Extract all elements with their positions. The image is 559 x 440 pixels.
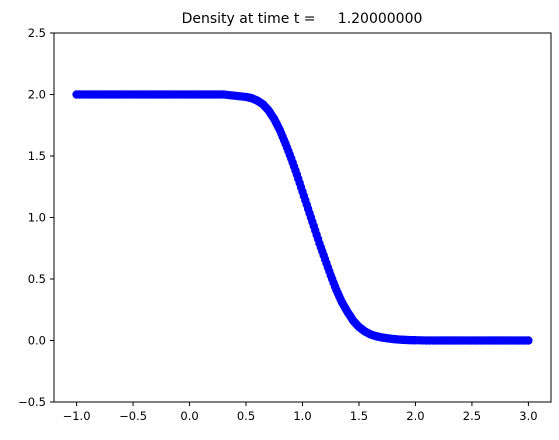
y-axis: −0.5 0.0 0.5 1.0 1.5 2.0 2.5 <box>18 26 54 409</box>
plot-frame <box>53 32 552 403</box>
x-tick-label: −0.5 <box>119 409 147 423</box>
x-tick-label: 0.0 <box>180 409 198 423</box>
x-tick-label: 2.5 <box>463 409 481 423</box>
y-tick-label: 0.0 <box>28 334 46 348</box>
chart-title: Density at time t = 1.20000000 <box>182 11 423 27</box>
y-tick-label: 2.5 <box>28 26 46 40</box>
x-tick-label: −1.0 <box>63 409 91 423</box>
y-tick-label: 1.5 <box>28 149 46 163</box>
x-tick-label: 1.0 <box>293 409 311 423</box>
x-axis: −1.0 −0.5 0.0 0.5 1.0 1.5 2.0 2.5 3.0 <box>63 402 538 423</box>
data-points <box>72 90 533 345</box>
y-tick-label: 2.0 <box>28 88 46 102</box>
data-point <box>524 336 533 345</box>
x-tick-label: 3.0 <box>519 409 537 423</box>
y-tick-label: 1.0 <box>28 211 46 225</box>
x-tick-label: 1.5 <box>350 409 368 423</box>
x-tick-label: 0.5 <box>237 409 255 423</box>
x-tick-label: 2.0 <box>406 409 424 423</box>
y-tick-label: 0.5 <box>28 272 46 286</box>
y-tick-label: −0.5 <box>18 395 46 409</box>
